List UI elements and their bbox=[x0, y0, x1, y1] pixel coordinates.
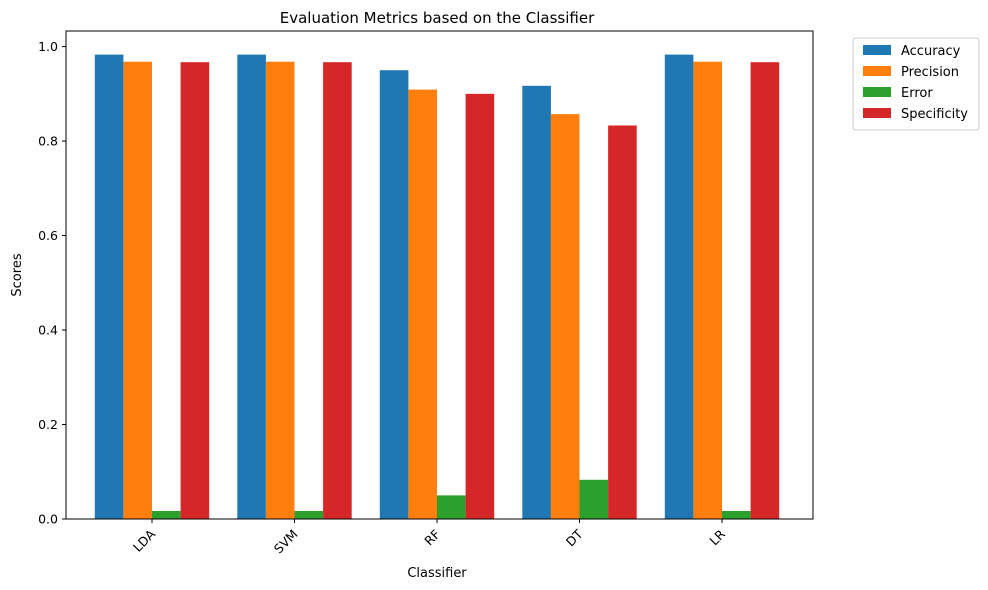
legend-swatch-precision bbox=[863, 66, 891, 76]
bar-accuracy-lr bbox=[664, 54, 694, 520]
x-tick-label-dt: DT bbox=[563, 526, 586, 549]
legend-label-specificity: Specificity bbox=[901, 107, 968, 122]
y-axis-label: Scores bbox=[10, 253, 25, 296]
x-tick-label-lda: LDA bbox=[130, 526, 159, 555]
y-tick-label: 0.2 bbox=[38, 417, 58, 432]
legend-label-accuracy: Accuracy bbox=[901, 44, 961, 59]
y-tick-label: 0.8 bbox=[38, 134, 58, 149]
x-axis: LDA SVM RF DT LR bbox=[130, 519, 728, 556]
bar-error-dt bbox=[579, 479, 609, 519]
legend-swatch-error bbox=[863, 87, 891, 97]
legend-swatch-accuracy bbox=[863, 45, 891, 55]
y-tick-label: 1.0 bbox=[38, 39, 58, 54]
x-tick-label-lr: LR bbox=[706, 526, 728, 548]
y-tick-label: 0.4 bbox=[38, 323, 58, 338]
bar-specificity-rf bbox=[465, 93, 495, 519]
y-tick-label: 0.0 bbox=[38, 512, 58, 527]
x-tick-label-svm: SVM bbox=[271, 527, 301, 557]
legend-label-precision: Precision bbox=[901, 65, 959, 80]
x-axis-label: Classifier bbox=[407, 566, 467, 581]
y-tick-label: 0.6 bbox=[38, 228, 58, 243]
bar-error-svm bbox=[294, 510, 324, 519]
bar-error-lr bbox=[722, 510, 751, 519]
bar-error-rf bbox=[437, 495, 466, 519]
legend-swatch-specificity bbox=[863, 108, 891, 118]
bar-precision-rf bbox=[408, 89, 437, 519]
bar-specificity-lda bbox=[180, 62, 210, 520]
x-tick-label-rf: RF bbox=[421, 527, 443, 549]
bar-precision-dt bbox=[550, 114, 580, 519]
bar-specificity-svm bbox=[323, 62, 352, 520]
bar-accuracy-svm bbox=[237, 54, 266, 520]
bar-precision-lda bbox=[123, 61, 152, 520]
bar-specificity-dt bbox=[608, 125, 637, 519]
bar-error-lda bbox=[152, 510, 181, 519]
legend: Accuracy Precision Error Specificity bbox=[852, 37, 980, 131]
bar-precision-svm bbox=[265, 61, 295, 520]
legend-label-error: Error bbox=[901, 86, 933, 101]
bar-specificity-lr bbox=[750, 62, 780, 520]
chart-title: Evaluation Metrics based on the Classifi… bbox=[280, 9, 595, 27]
plot-frame bbox=[65, 30, 814, 520]
bar-accuracy-lda bbox=[94, 54, 124, 520]
bar-precision-lr bbox=[693, 61, 722, 520]
legend-box bbox=[852, 37, 980, 131]
bars-group bbox=[94, 54, 780, 520]
y-axis: 0.0 0.2 0.4 0.6 0.8 1.0 bbox=[38, 39, 66, 527]
bar-accuracy-dt bbox=[522, 85, 551, 520]
bar-accuracy-rf bbox=[379, 70, 409, 520]
